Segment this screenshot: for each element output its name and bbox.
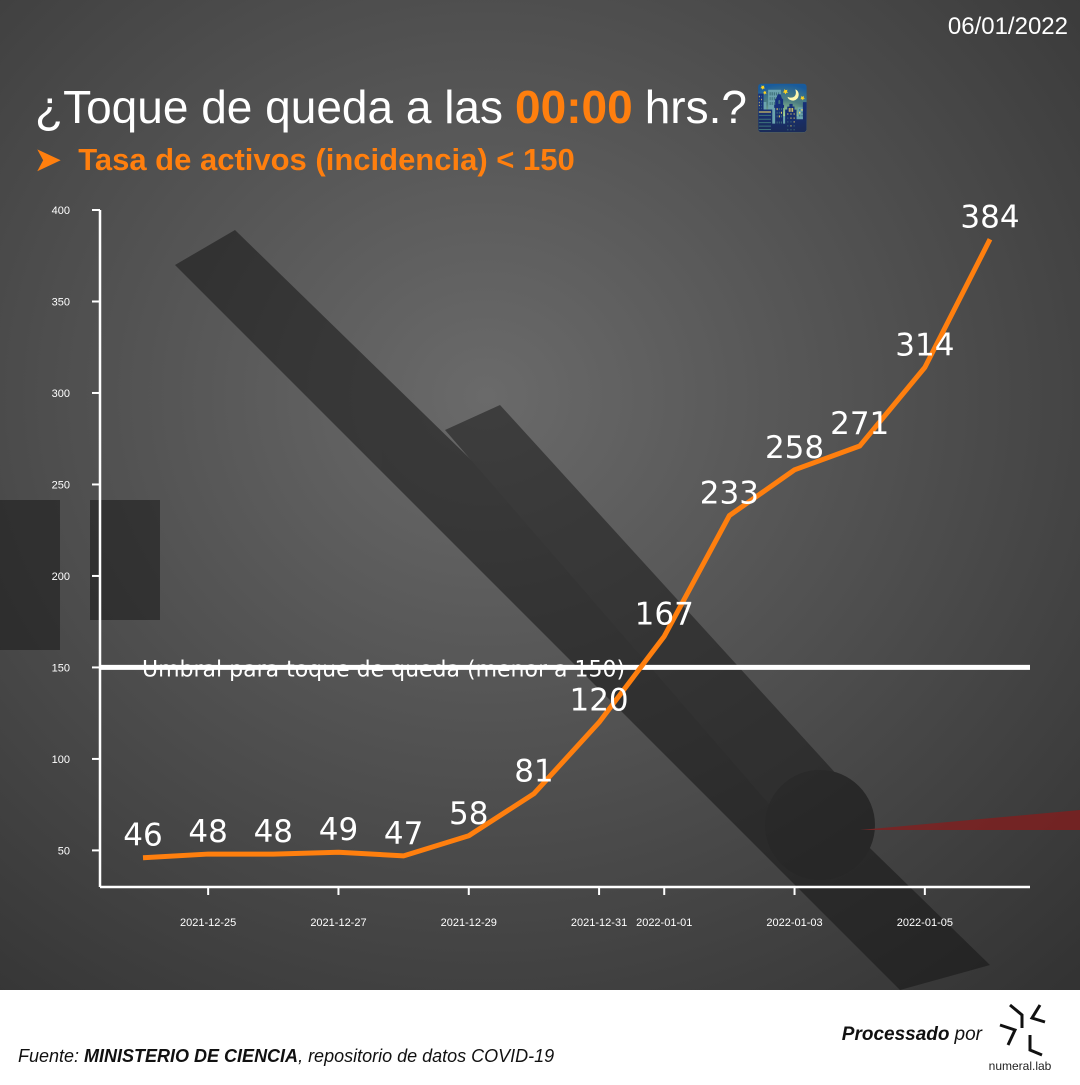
- data-label: 47: [384, 816, 423, 852]
- data-label: 48: [188, 814, 227, 850]
- data-line: [142, 238, 993, 861]
- x-tick-label: 2021-12-31: [571, 917, 627, 929]
- data-label: 271: [830, 406, 889, 442]
- data-label: 48: [254, 814, 293, 850]
- source: Fuente: MINISTERIO DE CIENCIA, repositori…: [18, 1046, 554, 1066]
- y-tick-label: 150: [52, 662, 70, 674]
- y-tick-label: 200: [52, 571, 70, 583]
- data-label: 167: [635, 596, 694, 632]
- y-tick-label: 50: [58, 845, 70, 857]
- title-part: hrs.?: [645, 81, 747, 133]
- title-emoji: 🌃: [755, 83, 810, 133]
- footer-bg: [0, 990, 1080, 1080]
- data-label: 49: [319, 812, 358, 848]
- data-label: 314: [895, 327, 954, 363]
- data-label: 81: [514, 754, 553, 790]
- x-tick-label: 2022-01-01: [636, 917, 692, 929]
- data-label: 258: [765, 430, 824, 466]
- processed: Processado por: [842, 1024, 983, 1045]
- title-part: ¿Toque de queda a las: [35, 81, 503, 133]
- source-rest: , repositorio de datos COVID-19: [298, 1046, 554, 1066]
- x-tick-label: 2021-12-29: [441, 917, 497, 929]
- subtitle: ➤ Tasa de activos (incidencia) < 150: [35, 142, 575, 177]
- title: ¿Toque de queda a las 00:00 hrs.? 🌃: [35, 81, 810, 133]
- data-label: 120: [569, 682, 628, 718]
- source-prefix: Fuente:: [18, 1046, 79, 1066]
- y-tick-label: 400: [52, 205, 70, 217]
- threshold-label: Umbral para toque de queda (menor a 150): [142, 657, 625, 682]
- x-tick-label: 2021-12-25: [180, 917, 236, 929]
- processed-label: Processado: [842, 1024, 950, 1045]
- data-label: 233: [700, 476, 759, 512]
- y-tick-label: 350: [52, 296, 70, 308]
- x-tick-label: 2022-01-05: [897, 917, 953, 929]
- y-tick-label: 250: [52, 479, 70, 491]
- processed-by: por: [954, 1024, 983, 1045]
- date: 06/01/2022: [948, 13, 1068, 40]
- x-tick-label: 2022-01-03: [766, 917, 822, 929]
- y-tick-label: 300: [52, 388, 70, 400]
- title-highlight: 00:00: [515, 81, 633, 133]
- source-org: MINISTERIO DE CIENCIA: [84, 1046, 298, 1066]
- data-label: 46: [123, 818, 162, 854]
- data-label: 384: [960, 199, 1019, 235]
- data-label: 58: [449, 796, 488, 832]
- brand: numeral.lab: [989, 1059, 1052, 1073]
- brand-logo: [999, 1003, 1046, 1057]
- x-tick-label: 2021-12-27: [310, 917, 366, 929]
- y-tick-label: 100: [52, 754, 70, 766]
- clock-decoration: [0, 230, 1080, 990]
